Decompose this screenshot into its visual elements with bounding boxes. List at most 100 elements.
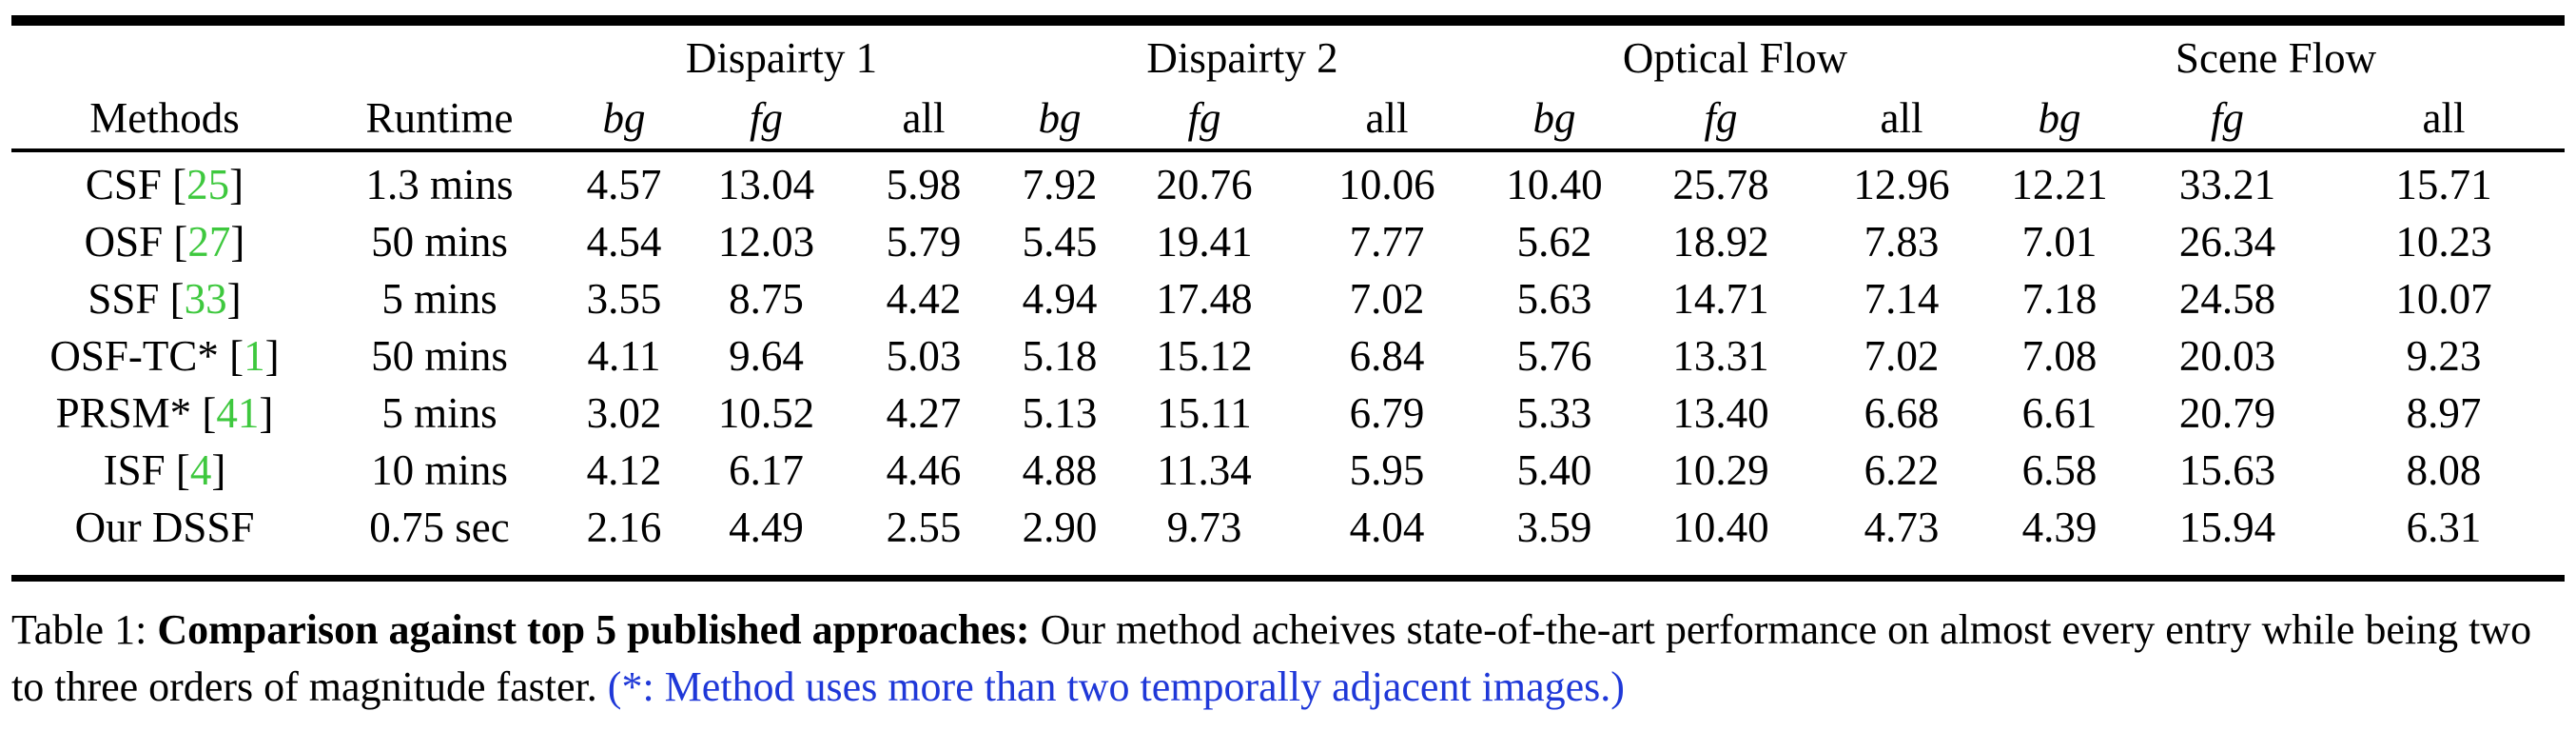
runtime-cell: 0.75 sec <box>369 504 510 551</box>
method-name: ISF <box>103 446 166 494</box>
value-cell: 4.57 <box>586 161 662 208</box>
caption-text: Our method acheives state-of-the-art per… <box>11 606 2532 710</box>
caption-heading: Comparison against top 5 published appro… <box>157 606 1030 653</box>
method-name: OSF-TC* <box>49 332 219 380</box>
best-value-cell: 9.73 <box>1166 504 1242 551</box>
citation-link[interactable]: 27 <box>187 218 231 266</box>
value-cell: 7.02 <box>1864 332 1940 380</box>
value-cell: 4.27 <box>886 389 962 437</box>
best-value-cell: 2.16 <box>586 504 662 551</box>
value-cell: 5.03 <box>886 332 962 380</box>
empty-header-cell <box>318 29 561 88</box>
table-row: OSF [27] 50 mins 4.54 12.03 5.79 5.45 19… <box>11 213 2565 270</box>
table-row: Our DSSF 0.75 sec 2.16 4.49 2.55 2.90 9.… <box>11 499 2565 556</box>
subcol-all: all <box>1365 94 1409 142</box>
value-cell: 10.07 <box>2395 275 2492 323</box>
subcol-fg: fg <box>749 94 783 142</box>
value-cell: 9.23 <box>2406 332 2482 380</box>
value-cell: 15.94 <box>2178 504 2276 551</box>
bottom-rule <box>11 575 2565 582</box>
table-row: PRSM* [41] 5 mins 3.02 10.52 4.27 5.13 1… <box>11 385 2565 442</box>
method-cell: PRSM* [41] <box>55 389 274 437</box>
group-header-disparity-2: Dispairty 2 <box>1146 34 1338 82</box>
runtime-cell: 50 mins <box>371 332 508 380</box>
subcol-all: all <box>1880 94 1923 142</box>
citation-link[interactable]: 41 <box>216 389 260 437</box>
best-value-cell: 4.49 <box>729 504 804 551</box>
best-value-cell: 3.59 <box>1516 504 1592 551</box>
best-value-cell: 4.73 <box>1864 504 1940 551</box>
value-cell: 7.08 <box>2021 332 2098 380</box>
value-cell: 6.58 <box>2021 446 2098 494</box>
best-value-cell: 4.39 <box>2021 504 2098 551</box>
value-cell: 15.71 <box>2395 161 2492 208</box>
method-name: PRSM* <box>55 389 192 437</box>
value-cell: 11.34 <box>1157 446 1252 494</box>
method-name: SSF <box>88 275 160 323</box>
value-cell: 7.02 <box>1349 275 1425 323</box>
value-cell: 20.79 <box>2178 389 2276 437</box>
value-cell: 10.23 <box>2395 218 2492 266</box>
caption-footnote: (*: Method uses more than two temporally… <box>607 663 1625 710</box>
subcol-fg: fg <box>1187 94 1221 142</box>
value-cell: 6.17 <box>729 446 804 494</box>
value-cell: 5.63 <box>1516 275 1592 323</box>
best-value-cell: 2.55 <box>886 504 962 551</box>
best-value-cell: 6.31 <box>2406 504 2482 551</box>
value-cell: 18.92 <box>1672 218 1769 266</box>
results-table-body: CSF [25] 1.3 mins 4.57 13.04 5.98 7.92 2… <box>11 148 2565 556</box>
column-header-row: Methods Runtime bg fg all bg fg all bg f… <box>11 88 2565 148</box>
value-cell: 9.64 <box>729 332 804 380</box>
value-cell: 5.40 <box>1516 446 1592 494</box>
value-cell: 8.08 <box>2406 446 2482 494</box>
value-cell: 5.13 <box>1022 389 1098 437</box>
best-value-cell: 15.63 <box>2178 446 2276 494</box>
citation-link[interactable]: 1 <box>244 332 265 380</box>
header-rule <box>11 148 2565 152</box>
best-value-cell: 4.04 <box>1349 504 1425 551</box>
value-cell: 5.95 <box>1349 446 1425 494</box>
value-cell: 13.40 <box>1672 389 1769 437</box>
value-cell: 17.48 <box>1156 275 1253 323</box>
subcol-all: all <box>2422 94 2466 142</box>
citation-link[interactable]: 4 <box>189 446 212 494</box>
method-cell: OSF [27] <box>84 218 245 266</box>
subcol-bg: bg <box>2038 94 2081 142</box>
runtime-cell: 5 mins <box>381 275 498 323</box>
methods-header: Methods <box>89 94 240 142</box>
citation-link[interactable]: 33 <box>184 275 227 323</box>
method-cell: Our DSSF <box>11 499 318 556</box>
runtime-cell: 50 mins <box>371 218 508 266</box>
top-rule <box>11 15 2565 26</box>
table-row: CSF [25] 1.3 mins 4.57 13.04 5.98 7.92 2… <box>11 148 2565 213</box>
value-cell: 4.54 <box>586 218 662 266</box>
group-header-row: Dispairty 1 Dispairty 2 Optical Flow Sce… <box>11 29 2565 88</box>
value-cell: 7.83 <box>1864 218 1940 266</box>
group-header-disparity-1: Dispairty 1 <box>685 34 878 82</box>
subcol-fg: fg <box>1704 94 1738 142</box>
value-cell: 7.77 <box>1349 218 1425 266</box>
method-cell: ISF [4] <box>103 446 226 494</box>
runtime-header: Runtime <box>365 94 514 142</box>
value-cell: 6.84 <box>1349 332 1425 380</box>
table-row: ISF [4] 10 mins 4.12 6.17 4.46 4.88 11.3… <box>11 442 2565 499</box>
value-cell: 20.76 <box>1156 161 1253 208</box>
results-table: Dispairty 1 Dispairty 2 Optical Flow Sce… <box>11 29 2565 556</box>
value-cell: 10.06 <box>1338 161 1435 208</box>
value-cell: 19.41 <box>1156 218 1253 266</box>
value-cell: 4.46 <box>886 446 962 494</box>
value-cell: 26.34 <box>2178 218 2276 266</box>
value-cell: 6.79 <box>1349 389 1425 437</box>
table-row: OSF-TC* [1] 50 mins 4.11 9.64 5.03 5.18 … <box>11 327 2565 385</box>
citation-link[interactable]: 25 <box>186 161 230 208</box>
value-cell: 7.14 <box>1864 275 1940 323</box>
value-cell: 5.62 <box>1516 218 1592 266</box>
value-cell: 4.88 <box>1022 446 1098 494</box>
subcol-all: all <box>902 94 946 142</box>
method-cell: OSF-TC* [1] <box>49 332 280 380</box>
subcol-bg: bg <box>1038 94 1082 142</box>
value-cell: 13.04 <box>717 161 815 208</box>
table-caption: Table 1: Comparison against top 5 publis… <box>11 602 2565 716</box>
value-cell: 5.33 <box>1516 389 1592 437</box>
